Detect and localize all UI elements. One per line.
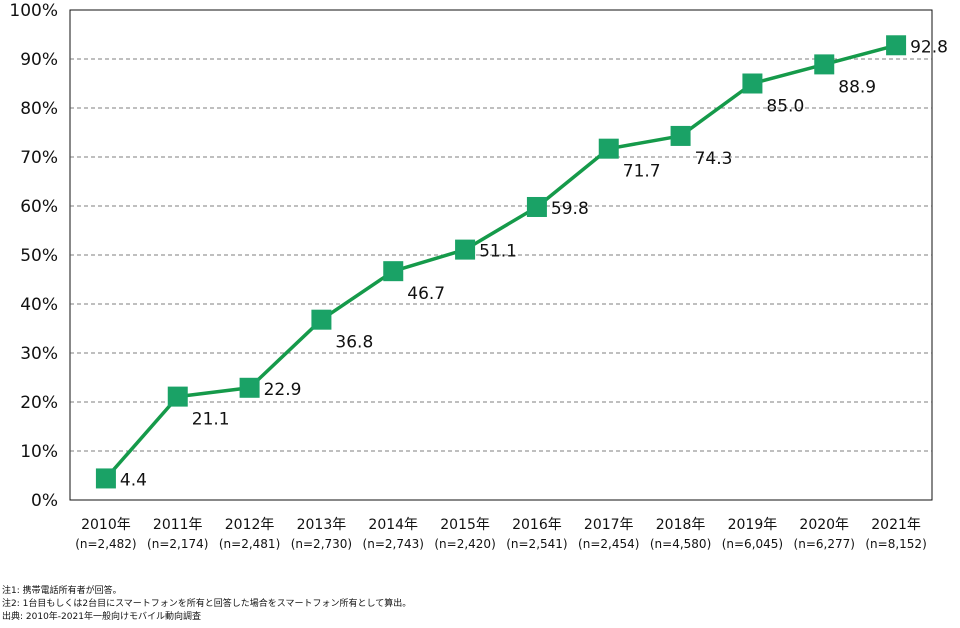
data-point-marker — [167, 386, 188, 407]
data-point-marker — [742, 73, 763, 94]
data-point-marker — [526, 196, 547, 217]
data-label: 21.1 — [192, 410, 230, 430]
data-label: 36.8 — [335, 333, 373, 353]
data-label: 71.7 — [623, 162, 661, 182]
data-label: 92.8 — [910, 37, 948, 57]
y-tick-label: 70% — [20, 148, 58, 168]
x-sample-size-label: (n=2,743) — [363, 537, 424, 551]
data-label: 88.9 — [838, 77, 876, 97]
x-tick-label: 2010年 — [81, 517, 131, 533]
x-tick-label: 2019年 — [728, 517, 778, 533]
x-tick-label: 2021年 — [871, 517, 921, 533]
data-point-marker — [670, 125, 691, 146]
note-2: 注2: 1台目もしくは2台目にスマートフォンを所有と回答した場合をスマートフォン… — [2, 599, 412, 609]
y-tick-label: 10% — [20, 442, 58, 462]
data-label: 22.9 — [264, 380, 302, 400]
x-sample-size-label: (n=6,045) — [722, 537, 783, 551]
y-tick-label: 40% — [20, 295, 58, 315]
data-label: 51.1 — [479, 242, 517, 262]
data-label: 85.0 — [766, 97, 804, 117]
y-tick-label: 60% — [20, 197, 58, 217]
data-label: 46.7 — [407, 284, 445, 304]
y-tick-label: 20% — [20, 393, 58, 413]
x-sample-size-label: (n=2,454) — [578, 537, 639, 551]
y-tick-label: 0% — [31, 491, 58, 511]
data-point-marker — [455, 239, 476, 260]
note-source: 出典: 2010年-2021年一般向けモバイル動向調査 — [2, 612, 201, 622]
y-tick-label: 80% — [20, 99, 58, 119]
data-label: 74.3 — [695, 149, 733, 169]
data-point-marker — [814, 54, 835, 75]
data-point-marker — [598, 138, 619, 159]
x-tick-label: 2013年 — [297, 517, 347, 533]
x-tick-label: 2014年 — [368, 517, 418, 533]
series-line — [104, 43, 897, 480]
data-point-marker — [383, 261, 404, 282]
x-sample-size-label: (n=6,277) — [794, 537, 855, 551]
x-sample-size-label: (n=2,420) — [434, 537, 495, 551]
x-tick-label: 2011年 — [153, 517, 203, 533]
y-tick-label: 30% — [20, 344, 58, 364]
x-sample-size-label: (n=2,541) — [506, 537, 567, 551]
x-tick-label: 2016年 — [512, 517, 562, 533]
y-tick-label: 50% — [20, 246, 58, 266]
chart-notes: 注1: 携帯電話所有者が回答。 注2: 1台目もしくは2台目にスマートフォンを所… — [2, 585, 411, 624]
x-sample-size-label: (n=2,730) — [291, 537, 352, 551]
data-point-marker — [311, 309, 332, 330]
x-tick-label: 2017年 — [584, 517, 634, 533]
y-tick-label: 100% — [9, 1, 58, 21]
x-tick-label: 2018年 — [656, 517, 706, 533]
data-point-marker — [886, 35, 907, 56]
data-label: 4.4 — [120, 470, 147, 490]
x-sample-size-label: (n=2,481) — [219, 537, 280, 551]
x-tick-label: 2012年 — [225, 517, 275, 533]
x-tick-label: 2020年 — [799, 517, 849, 533]
data-point-marker — [95, 468, 116, 489]
x-tick-label: 2015年 — [440, 517, 490, 533]
x-sample-size-label: (n=2,174) — [147, 537, 208, 551]
note-1: 注1: 携帯電話所有者が回答。 — [2, 586, 122, 596]
x-sample-size-label: (n=8,152) — [865, 537, 926, 551]
data-point-marker — [239, 377, 260, 398]
data-label: 59.8 — [551, 199, 589, 219]
y-tick-label: 90% — [20, 50, 58, 70]
x-sample-size-label: (n=4,580) — [650, 537, 711, 551]
x-sample-size-label: (n=2,482) — [75, 537, 136, 551]
